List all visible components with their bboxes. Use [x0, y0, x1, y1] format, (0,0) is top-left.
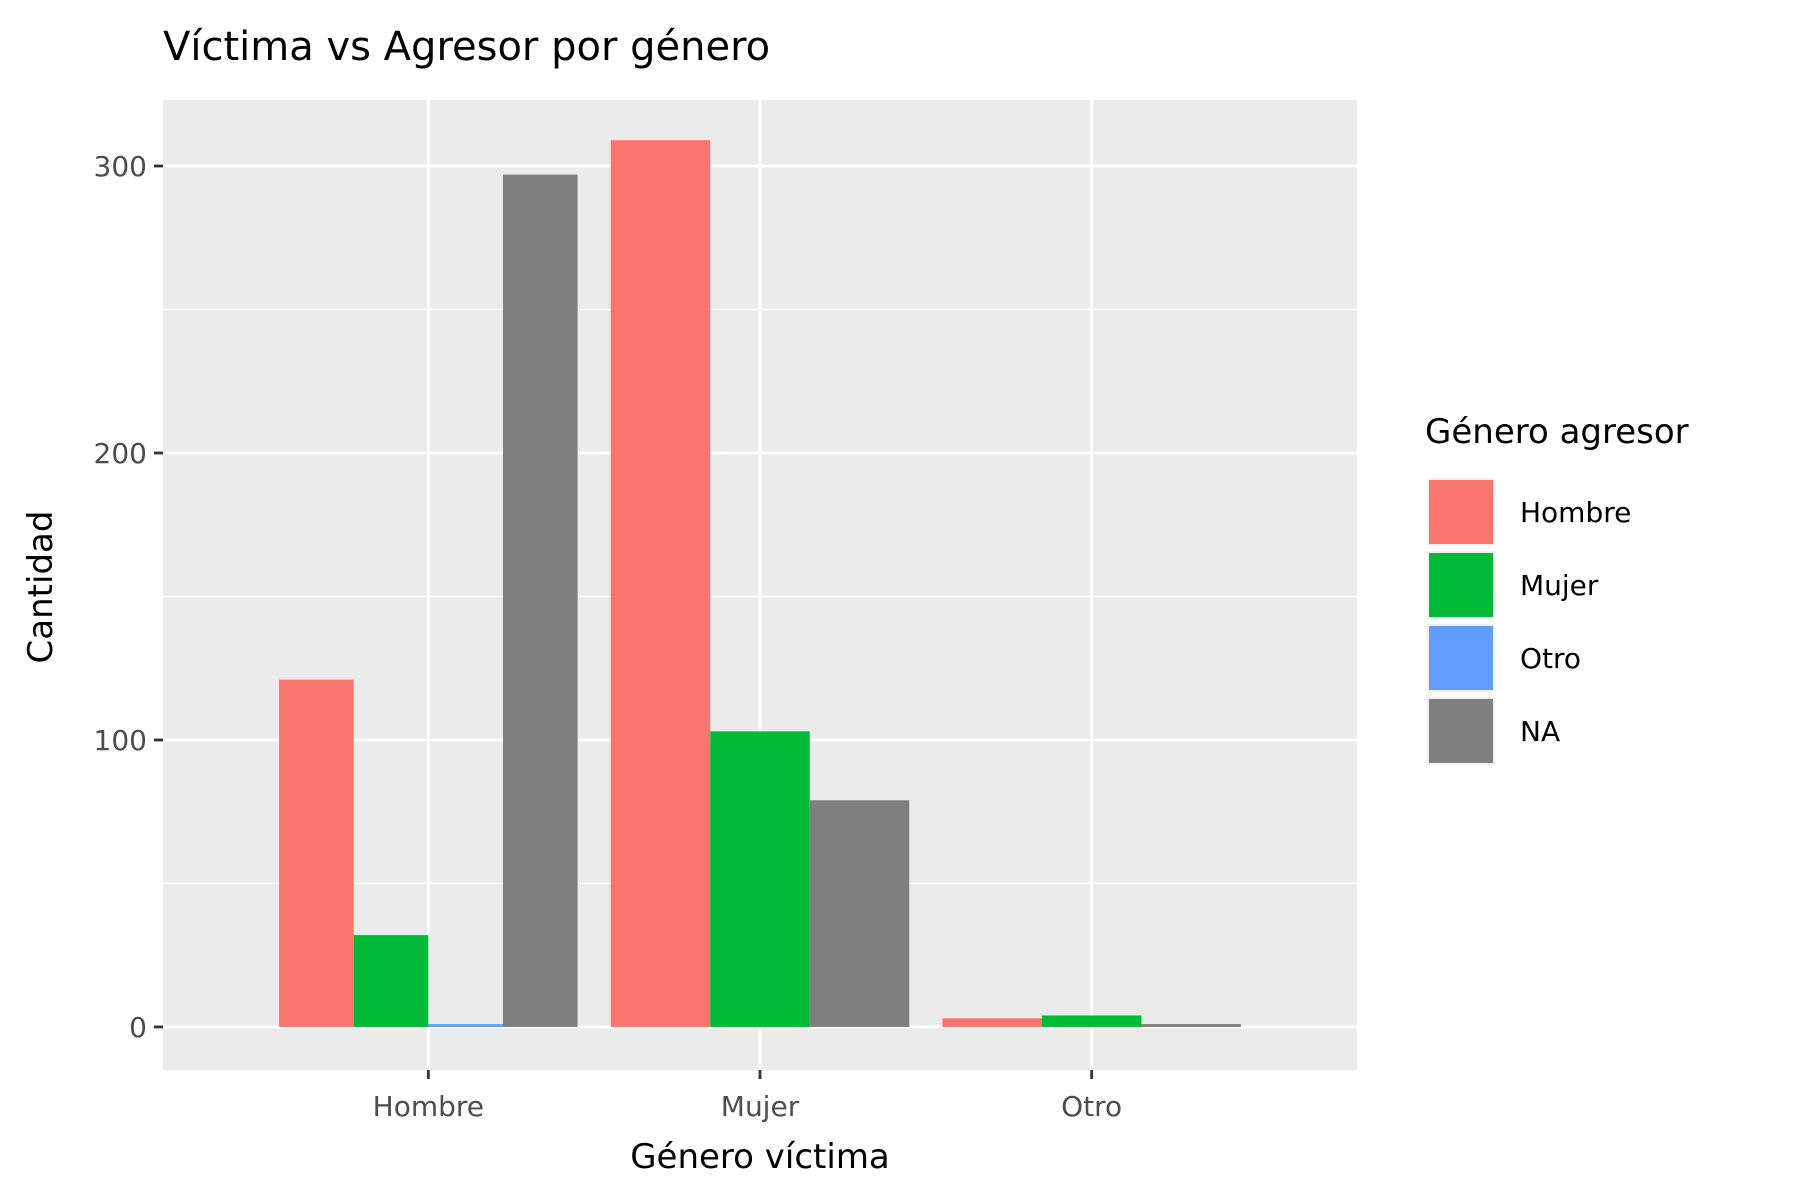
legend-key-otro	[1429, 626, 1493, 690]
y-axis-title: Cantidad	[21, 511, 61, 664]
legend-title: Género agresor	[1425, 412, 1689, 452]
legend-label: Hombre	[1520, 496, 1631, 529]
bar-hombre-na	[502, 174, 578, 1027]
x-axis-title: Género víctima	[630, 1137, 890, 1177]
x-tick-label: Mujer	[721, 1090, 800, 1123]
legend-label: Mujer	[1520, 569, 1599, 602]
legend-label: NA	[1520, 715, 1560, 748]
y-tick-label: 300	[94, 150, 147, 183]
y-tick-label: 100	[94, 724, 147, 757]
bar-hombre-otro	[428, 1024, 503, 1027]
bar-hombre-mujer	[353, 935, 429, 1027]
bars	[279, 140, 1241, 1027]
legend-key-na	[1429, 699, 1493, 763]
bar-mujer-na	[809, 800, 910, 1027]
bar-otro-hombre	[942, 1018, 1042, 1027]
bar-otro-na	[1141, 1024, 1241, 1027]
legend-key-mujer	[1429, 553, 1493, 617]
bar-hombre-hombre	[279, 679, 354, 1027]
x-tick-label: Otro	[1061, 1090, 1122, 1123]
axes: 0 100 200 300 Hombre Mujer Otro	[94, 150, 1123, 1123]
legend-key-hombre	[1429, 480, 1493, 544]
bar-mujer-mujer	[710, 731, 810, 1027]
chart-title: Víctima vs Agresor por género	[163, 24, 770, 70]
legend: Género agresor Hombre Mujer Otro NA	[1425, 412, 1689, 765]
legend-label: Otro	[1520, 642, 1581, 675]
bar-otro-mujer	[1041, 1015, 1142, 1027]
bar-mujer-hombre	[610, 140, 711, 1027]
x-tick-label: Hombre	[373, 1090, 484, 1123]
y-tick-label: 200	[94, 437, 147, 470]
y-tick-label: 0	[129, 1011, 147, 1044]
